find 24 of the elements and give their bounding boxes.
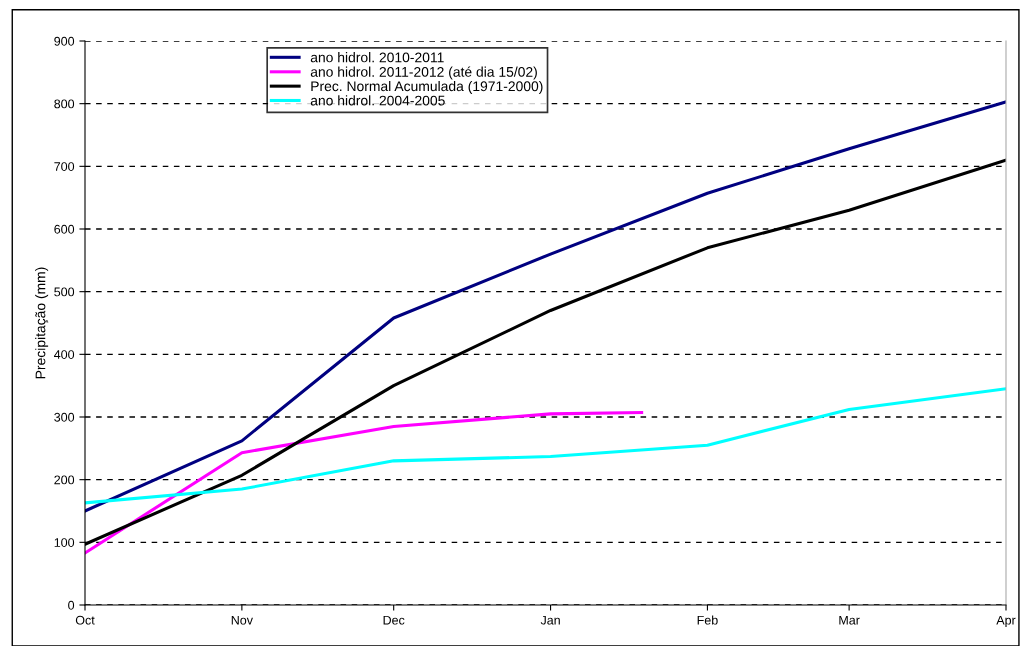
legend-label: ano hidrol. 2011-2012 (até dia 15/02)	[310, 66, 537, 80]
legend-label: ano hidrol. 2004-2005	[310, 95, 445, 106]
x-tick-label: Mar	[839, 615, 860, 625]
y-tick-label: 100	[54, 538, 75, 547]
x-tick-label: Oct	[75, 615, 95, 625]
legend-label: Prec. Normal Acumulada (1971-2000)	[311, 80, 543, 94]
line-series	[85, 387, 1006, 505]
y-tick-label: 500	[54, 287, 75, 297]
x-tick-label: Feb	[697, 615, 718, 625]
x-tick-label: Jan	[540, 615, 560, 625]
y-tick-label: 600	[54, 224, 75, 234]
y-tick-label: 700	[54, 162, 75, 171]
line-series	[85, 411, 644, 555]
legend-label: ano hidrol. 2010-2011	[310, 52, 444, 63]
y-tick-label: 0	[68, 600, 75, 610]
x-tick-label: Nov	[231, 615, 253, 625]
x-tick-label: Apr	[996, 615, 1016, 628]
y-tick-label: 200	[54, 475, 75, 485]
y-tick-label: 900	[54, 36, 75, 46]
y-tick-label: 800	[54, 99, 75, 109]
y-tick-label: 300	[54, 412, 75, 422]
y-axis-title: Precipitação (mm)	[35, 267, 49, 379]
x-tick-label: Dec	[383, 615, 405, 625]
y-tick-label: 400	[54, 350, 75, 359]
